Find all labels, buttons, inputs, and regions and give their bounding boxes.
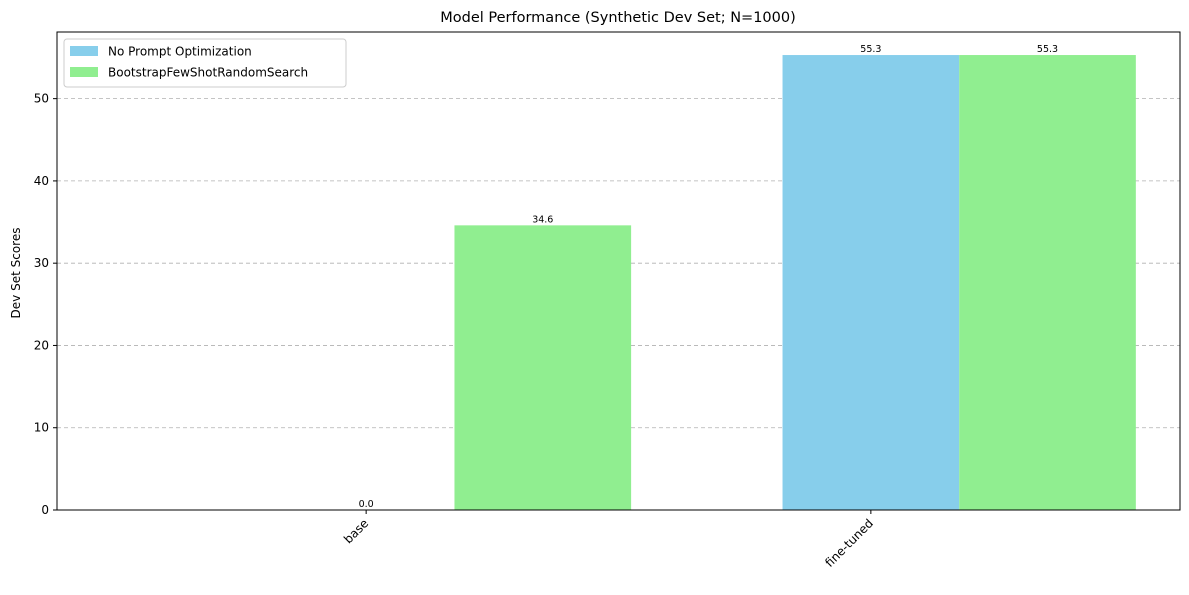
bar-value-label: 34.6 [532,214,553,225]
y-axis-label: Dev Set Scores [9,228,23,319]
bar [782,55,960,511]
bar-value-label: 0.0 [359,499,374,510]
x-tick-label: base [341,516,371,546]
legend-swatch [70,67,98,77]
bar-value-label: 55.3 [860,44,881,55]
legend-box [63,38,347,88]
bars [454,55,1136,511]
y-tick-label: 50 [34,92,49,106]
y-tick-label: 10 [34,421,49,435]
legend-label: BootstrapFewShotRandomSearch [108,66,308,80]
chart-title: Model Performance (Synthetic Dev Set; N=… [440,10,796,26]
x-axis-ticks: base fine-tuned [341,510,876,570]
y-tick-label: 20 [34,338,49,352]
plot-frame [56,31,1181,511]
y-tick-label: 30 [34,256,49,270]
legend-label: No Prompt Optimization [108,45,252,59]
bar [454,225,632,511]
bar [959,55,1136,511]
y-tick-label: 40 [34,174,49,188]
y-tick-label: 0 [41,503,49,517]
bar-value-labels: 0.0 55.3 34.6 55.3 [359,44,1059,510]
legend-swatch [70,46,98,56]
bar-value-label: 55.3 [1037,44,1058,55]
legend: No Prompt Optimization BootstrapFewShotRa… [63,38,347,88]
y-axis-ticks: 0 10 20 30 40 50 [34,92,57,517]
x-tick-label: fine-tuned [822,516,876,570]
